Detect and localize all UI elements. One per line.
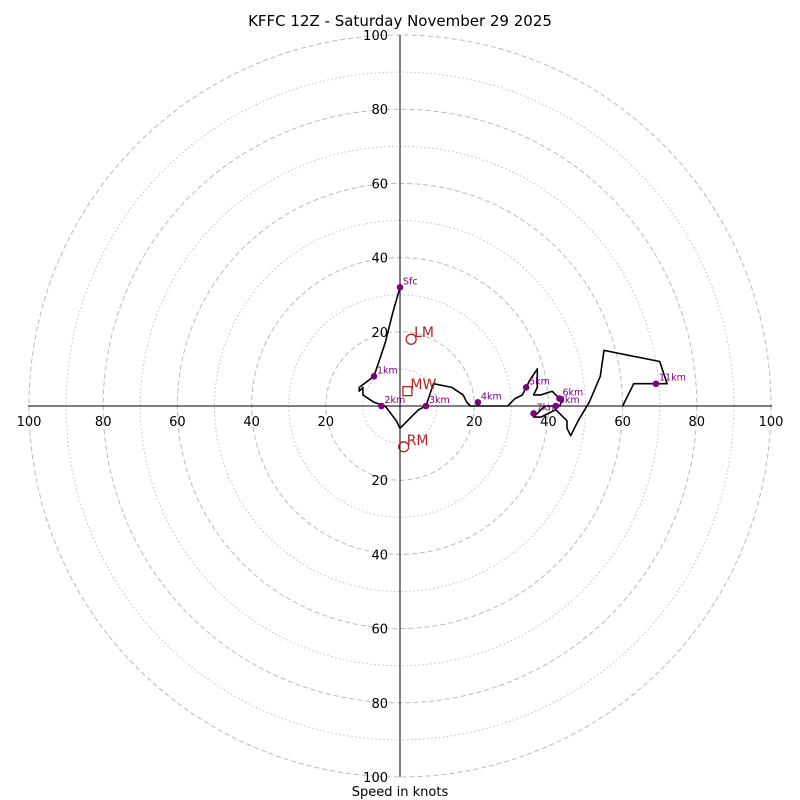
- height-marker-2km: [378, 402, 385, 410]
- x-axis-label: Speed in knots: [352, 785, 449, 800]
- tick-label-left: 60: [169, 415, 186, 430]
- height-marker-11km: [652, 380, 660, 388]
- tick-label-right: 100: [759, 415, 784, 430]
- tick-label-bottom: 80: [371, 697, 388, 712]
- tick-label-left: 20: [318, 415, 335, 430]
- hodograph-trace: [358, 287, 668, 437]
- height-marker-label: Sfc: [403, 276, 418, 287]
- axes: [28, 35, 772, 777]
- tick-label-bottom: 100: [363, 771, 388, 786]
- height-marker-3km: [422, 402, 430, 410]
- height-marker-1km: [370, 373, 378, 380]
- height-marker-7km: [530, 410, 537, 417]
- tick-label-top: 60: [371, 177, 388, 192]
- height-marker-label: 7km: [537, 402, 558, 413]
- height-marker-label: 2km: [384, 395, 405, 406]
- height-marker-4km: [474, 398, 482, 406]
- tick-label-bottom: 40: [371, 548, 388, 563]
- tick-labels: 100 80 60 40 20 20 40 60 80 100 100 80 60 40 20 20 40 60 8…: [17, 29, 784, 786]
- height-marker-label: 5km: [529, 376, 550, 387]
- tick-label-bottom: 20: [371, 474, 388, 489]
- height-marker-label: 1km: [377, 365, 398, 376]
- height-marker-label: 11km: [659, 373, 686, 384]
- storm-motion-marker-LM: [405, 333, 417, 345]
- tick-label-top: 80: [371, 103, 388, 118]
- storm-motion-label: LM: [414, 325, 434, 341]
- chart-title: KFFC 12Z - Saturday November 29 2025: [248, 12, 552, 30]
- storm-motion-label: RM: [407, 433, 429, 449]
- tick-label-right: 40: [540, 415, 557, 430]
- tick-label-top: 100: [363, 29, 388, 44]
- tick-label-left: 100: [17, 415, 42, 430]
- height-marker-6km: [556, 395, 563, 402]
- tick-label-top: 20: [371, 326, 388, 341]
- tick-label-right: 60: [614, 415, 631, 430]
- tick-label-bottom: 60: [371, 623, 388, 638]
- height-marker-label: 3km: [429, 395, 450, 406]
- height-marker-8km: [552, 402, 560, 410]
- tick-label-right: 80: [689, 415, 706, 430]
- height-marker-label: 6km: [563, 388, 584, 399]
- height-marker-label: 8km: [559, 395, 580, 406]
- tick-label-left: 80: [95, 415, 112, 430]
- tick-label-left: 40: [243, 415, 260, 430]
- tick-label-top: 40: [371, 252, 388, 267]
- height-marker-label: 4km: [481, 391, 502, 402]
- mean-wind-marker: [402, 386, 413, 397]
- height-marker-5km: [522, 384, 530, 391]
- height-marker-Sfc: [396, 283, 404, 291]
- tick-label-right: 20: [466, 415, 483, 430]
- storm-motion-label: MW: [410, 377, 436, 393]
- storm-motion-markers: LM MW RM: [398, 325, 436, 453]
- storm-motion-marker-RM: [398, 441, 410, 453]
- hodograph-trace-group: [358, 287, 668, 437]
